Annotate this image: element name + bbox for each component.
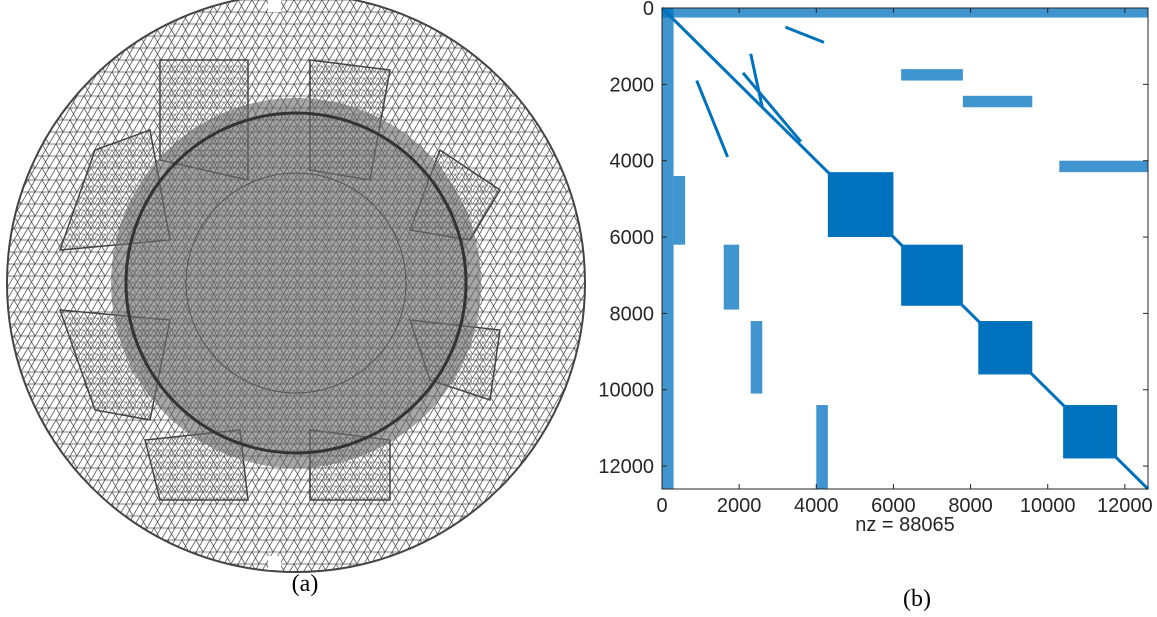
nonzero-block [674,176,686,245]
nonzero-block [816,405,828,489]
nonzero-block [963,96,1032,107]
nonzero-block [662,8,1148,18]
page: {"captions": {"a": "(a)", "b": "(b)"}, "… [0,0,1157,617]
nonzero-block [751,321,763,394]
nonzero-block [724,245,739,310]
x-tick-label: 10000 [1020,495,1076,517]
nonzero-diagonal [785,27,824,42]
caption: (b) [903,586,931,612]
y-tick-label: 10000 [598,380,654,402]
nonzero-diagonal [697,81,728,157]
y-tick-label: 6000 [610,227,655,249]
x-tick-label: 2000 [717,495,762,517]
body: (a) (b) 02000400060008000100001200002000… [0,0,1157,617]
x-tick-label: 8000 [948,495,993,517]
figure: (a) (b) 02000400060008000100001200002000… [0,0,1157,612]
x-tick-label: 4000 [794,495,839,517]
caption: (a) [292,571,319,597]
nonzero-block [901,69,963,80]
x-tick-label: 12000 [1097,495,1153,517]
y-tick-label: 12000 [598,456,654,478]
y-tick-label: 2000 [610,74,655,96]
mesh-figure [7,0,585,572]
y-tick-label: 4000 [610,151,655,173]
x-axis-label: nz = 88065 [855,514,955,536]
nonzero-block [1059,161,1148,172]
nonzero-block [662,8,674,489]
x-tick-label: 0 [656,495,667,517]
y-tick-label: 0 [643,0,654,20]
y-tick-label: 8000 [610,303,655,325]
nonzero-diagonal [743,73,801,142]
